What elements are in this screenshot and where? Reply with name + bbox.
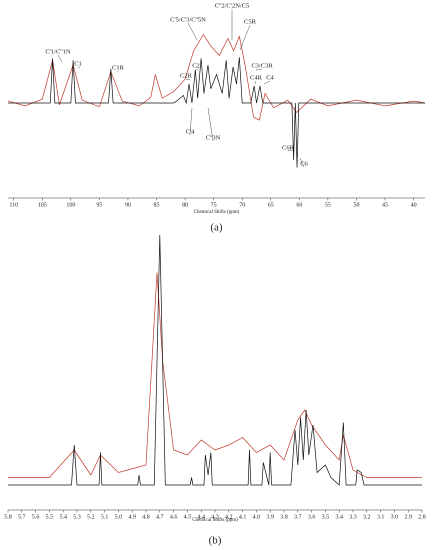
x-tick-label: 3.7 — [294, 514, 302, 520]
spectrum-line — [8, 272, 422, 478]
x-tick-label: 105 — [38, 202, 47, 208]
annotation: C1R — [112, 64, 125, 71]
x-tick-label: 85 — [154, 202, 160, 208]
annotation: C1 — [74, 60, 82, 67]
annotation: C'1/C''1N — [45, 48, 70, 55]
annotation: C''2/C'2N/C5 — [215, 2, 250, 9]
x-axis-label: Chemical Shifts (ppm) — [192, 518, 238, 523]
spectrum-line — [8, 234, 422, 486]
x-tick-label: 5.1 — [101, 514, 109, 520]
caption: (a) — [210, 222, 223, 234]
x-tick-label: 4.8 — [142, 514, 150, 520]
x-tick-label: 4.4 — [197, 514, 205, 520]
x-tick-label: 4.3 — [211, 514, 219, 520]
x-tick-label: 95 — [96, 202, 102, 208]
x-tick-label: 75 — [211, 202, 217, 208]
x-tick-label: 4.2 — [225, 514, 233, 520]
annotation: C''3N — [206, 134, 221, 141]
x-tick-label: 2.9 — [404, 514, 412, 520]
spectrum-line — [7, 33, 426, 121]
annotation-arrow — [77, 66, 81, 69]
x-axis-label: Chemical Shifts (ppm) — [194, 210, 240, 215]
annotation-arrow — [185, 78, 191, 81]
spectrum-line — [8, 57, 425, 168]
annotation: C6R — [282, 144, 295, 151]
x-tick-label: 90 — [125, 202, 131, 208]
x-tick-label: 40 — [411, 202, 417, 208]
annotation-arrow — [254, 80, 257, 85]
x-tick-label: 4.6 — [170, 514, 178, 520]
x-tick-label: 3.8 — [280, 514, 288, 520]
x-tick-label: 2.8 — [418, 514, 426, 520]
x-tick-label: 65 — [268, 202, 274, 208]
x-tick-label: 5.7 — [18, 514, 26, 520]
annotation: C2 — [192, 62, 200, 69]
x-tick-label: 4.1 — [239, 514, 247, 520]
x-tick-label: 3.3 — [349, 514, 357, 520]
annotation: C4R — [250, 74, 263, 81]
annotation-arrow — [299, 157, 305, 168]
x-tick-label: 3.5 — [322, 514, 330, 520]
x-tick-label: 5.3 — [73, 514, 81, 520]
x-tick-label: 45 — [382, 202, 388, 208]
x-tick-label: 80 — [182, 202, 188, 208]
x-tick-label: 50 — [353, 202, 359, 208]
annotation: C6 — [300, 160, 308, 167]
x-tick-label: 4.9 — [128, 514, 136, 520]
x-tick-label: 4.0 — [253, 514, 261, 520]
x-tick-label: 4.5 — [184, 514, 192, 520]
annotation: C2R — [180, 72, 193, 79]
annotation-arrow — [239, 24, 251, 51]
annotation: C4 — [266, 74, 274, 81]
annotation-arrow — [255, 68, 263, 71]
caption: (b) — [209, 535, 222, 547]
annotation: C5R — [244, 18, 257, 25]
x-tick-label: 5.0 — [115, 514, 123, 520]
x-tick-label: 100 — [66, 202, 75, 208]
x-tick-label: 3.0 — [391, 514, 399, 520]
annotation-arrow — [287, 149, 295, 152]
x-tick-label: 5.4 — [59, 514, 67, 520]
annotation: C'4 — [186, 128, 196, 135]
x-tick-label: 3.9 — [266, 514, 274, 520]
annotation: C3/C3R — [251, 62, 273, 69]
x-tick-label: 3.2 — [363, 514, 371, 520]
x-tick-label: 60 — [296, 202, 302, 208]
x-tick-label: 55 — [325, 202, 331, 208]
x-tick-label: 3.4 — [335, 514, 343, 520]
annotation-arrow — [263, 80, 271, 85]
x-tick-label: 5.5 — [46, 514, 54, 520]
x-tick-label: 5.6 — [32, 514, 40, 520]
annotation-arrow — [195, 68, 199, 71]
annotation-arrow — [57, 54, 63, 63]
x-tick-label: 3.1 — [377, 514, 385, 520]
x-tick-label: 3.6 — [308, 514, 316, 520]
annotation-arrow — [189, 107, 193, 136]
x-tick-label: 110 — [9, 202, 18, 208]
annotation-arrow — [187, 22, 198, 41]
annotation-arrow — [207, 107, 214, 142]
x-tick-label: 5.2 — [87, 514, 95, 520]
x-tick-label: 5.8 — [4, 514, 12, 520]
annotation: C'5/C'3/C''5N — [170, 16, 206, 23]
x-tick-label: 70 — [239, 202, 245, 208]
x-tick-label: 4.7 — [156, 514, 164, 520]
